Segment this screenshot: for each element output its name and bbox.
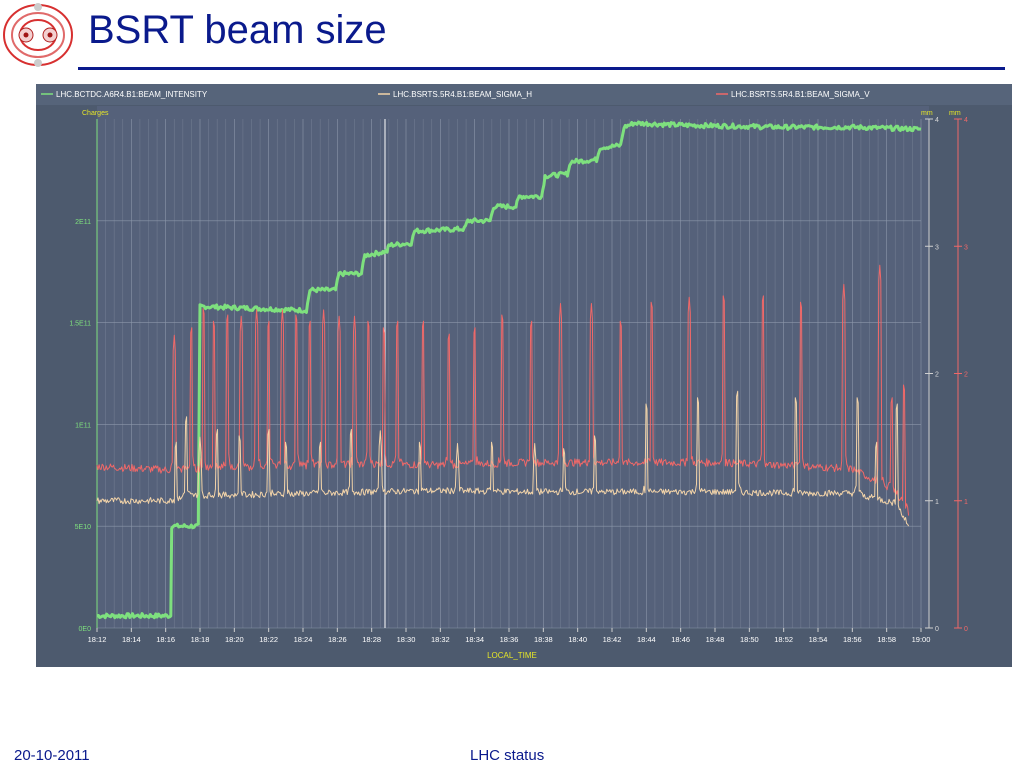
x-tick-label: 18:50 xyxy=(740,635,759,644)
y-left-tick-label: 1.5E11 xyxy=(69,321,91,328)
series-line-intensity xyxy=(96,120,922,620)
x-tick-label: 18:44 xyxy=(637,635,656,644)
x-tick-label: 18:24 xyxy=(294,635,313,644)
y-right-h-tick-label: 4 xyxy=(935,117,939,124)
y-right-h-tick-label: 0 xyxy=(935,626,939,633)
x-tick-label: 18:54 xyxy=(809,635,828,644)
x-tick-label: 18:28 xyxy=(362,635,381,644)
lhc-logo xyxy=(3,3,73,67)
x-tick-label: 18:34 xyxy=(465,635,484,644)
y-left-tick-label: 5E10 xyxy=(75,524,91,531)
legend-label-intensity: LHC.BCTDC.A6R4.B1:BEAM_INTENSITY xyxy=(56,90,208,99)
y-right-h-tick-label: 3 xyxy=(935,244,939,251)
x-tick-label: 18:42 xyxy=(603,635,622,644)
x-tick-label: 18:48 xyxy=(706,635,725,644)
series-line-sigma-v xyxy=(96,264,910,516)
x-axis-label: LOCAL_TIME xyxy=(487,651,537,660)
series-line-sigma-h xyxy=(96,390,910,527)
ticks: 0E0 5E10 1E11 1.5E11 2E11 0 1 2 3 4 0 1 2 3 4 18:12 18:1… xyxy=(69,117,968,644)
x-tick-label: 18:26 xyxy=(328,635,347,644)
y-right-v-tick-label: 3 xyxy=(964,244,968,251)
y-right-h-tick-label: 1 xyxy=(935,499,939,506)
x-tick-label: 18:14 xyxy=(122,635,141,644)
x-tick-label: 18:36 xyxy=(500,635,519,644)
x-tick-label: 18:46 xyxy=(671,635,690,644)
title-underline xyxy=(78,67,1005,70)
x-tick-label: 18:56 xyxy=(843,635,862,644)
grid xyxy=(96,119,922,629)
y-left-tick-label: 0E0 xyxy=(79,626,92,633)
plot-area xyxy=(97,106,929,628)
y-right-v-tick-label: 2 xyxy=(964,372,968,379)
y-right-v-tick-label: 1 xyxy=(964,499,968,506)
y-right-v-tick-label: 0 xyxy=(964,626,968,633)
y-right-v-tick-label: 4 xyxy=(964,117,968,124)
right-axis-v-label: mm xyxy=(949,110,961,117)
x-tick-label: 18:20 xyxy=(225,635,244,644)
x-tick-label: 18:12 xyxy=(88,635,107,644)
x-tick-label: 18:16 xyxy=(156,635,175,644)
x-tick-label: 18:30 xyxy=(397,635,416,644)
footer-date: 20-10-2011 xyxy=(14,747,90,764)
left-axis-label: Charges xyxy=(82,110,109,117)
beam-size-chart: LHC.BCTDC.A6R4.B1:BEAM_INTENSITY LHC.BSR… xyxy=(36,84,1012,667)
x-tick-label: 18:52 xyxy=(774,635,793,644)
x-tick-label: 18:18 xyxy=(191,635,210,644)
y-right-h-tick-label: 2 xyxy=(935,372,939,379)
slide-title: BSRT beam size xyxy=(88,8,387,52)
x-tick-label: 18:40 xyxy=(568,635,587,644)
legend-bar xyxy=(36,84,1012,105)
footer-center: LHC status xyxy=(470,747,545,764)
right-axis-h-label: mm xyxy=(921,110,933,117)
x-tick-label: 19:00 xyxy=(912,635,931,644)
x-tick-label: 18:58 xyxy=(877,635,896,644)
y-left-tick-label: 2E11 xyxy=(75,219,91,226)
x-tick-label: 18:32 xyxy=(431,635,450,644)
x-tick-label: 18:38 xyxy=(534,635,553,644)
legend-label-sigma-v: LHC.BSRTS.5R4.B1:BEAM_SIGMA_V xyxy=(731,90,870,99)
legend-label-sigma-h: LHC.BSRTS.5R4.B1:BEAM_SIGMA_H xyxy=(393,90,532,99)
legend: LHC.BCTDC.A6R4.B1:BEAM_INTENSITY LHC.BSR… xyxy=(41,90,870,99)
series-layer xyxy=(96,120,922,620)
x-tick-label: 18:22 xyxy=(259,635,278,644)
y-left-tick-label: 1E11 xyxy=(75,422,91,429)
